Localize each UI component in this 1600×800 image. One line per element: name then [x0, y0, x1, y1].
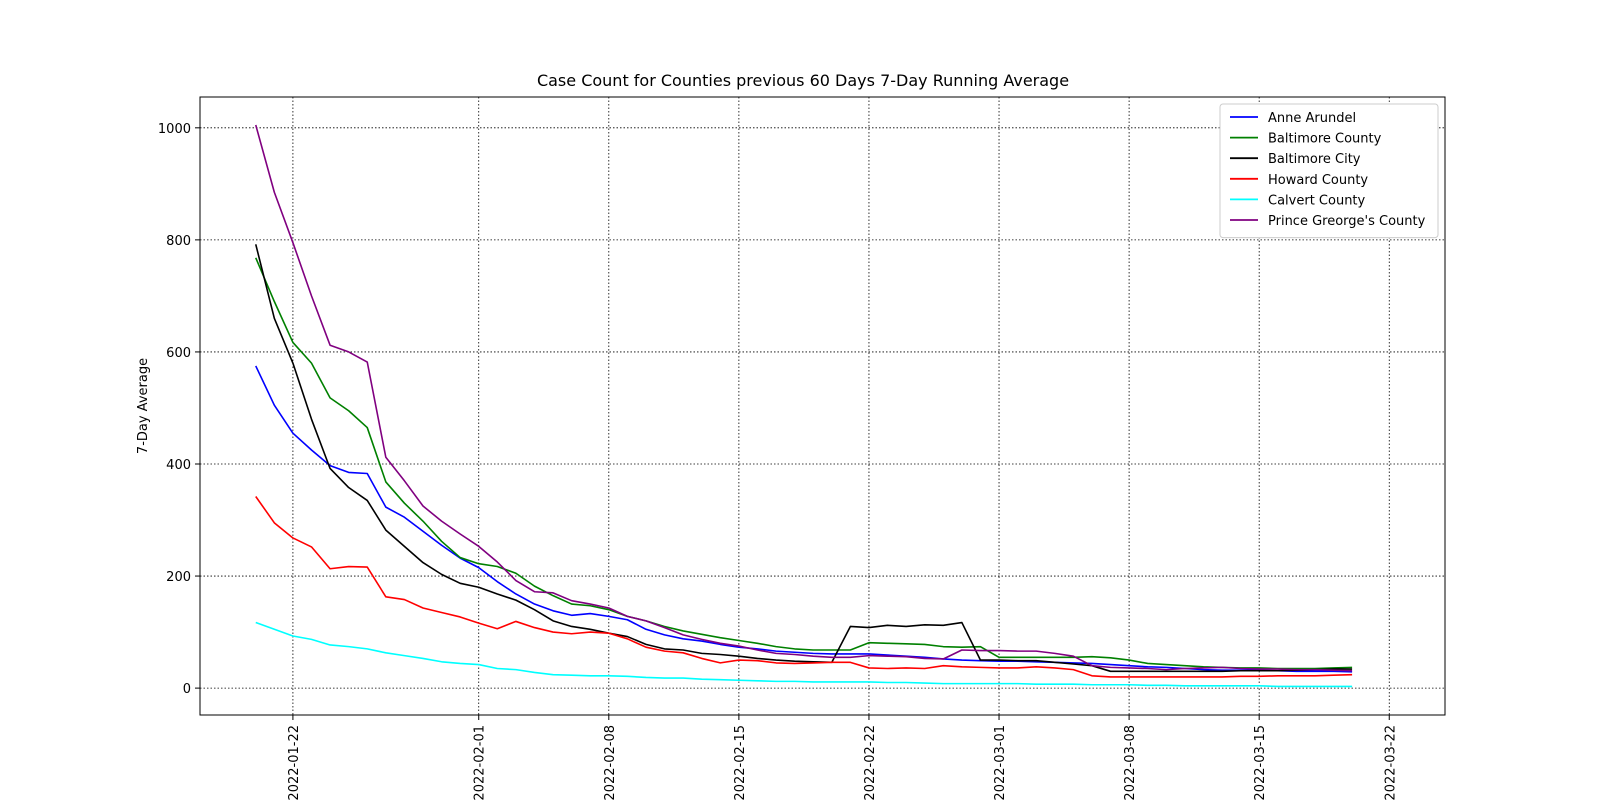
series-line-2 — [254, 244, 1353, 673]
legend-label: Calvert County — [1268, 193, 1366, 208]
x-tick-label: 2022-01-22 — [287, 725, 302, 800]
x-tick-label: 2022-02-15 — [733, 725, 748, 800]
y-tick-label: 600 — [166, 346, 191, 361]
legend-label: Anne Arundel — [1268, 111, 1356, 126]
series-line-5 — [254, 124, 1353, 672]
series-lines — [254, 124, 1353, 688]
legend-label: Prince Greorge's County — [1268, 214, 1426, 229]
y-axis: 0 200 400 600 800 1000 — [158, 122, 200, 697]
x-tick-label: 2022-03-01 — [993, 725, 1008, 800]
series-line-4 — [255, 621, 1353, 688]
x-tick-label: 2022-02-01 — [473, 725, 488, 800]
legend: Anne Arundel Baltimore County Baltimore Ci… — [1219, 103, 1439, 239]
series-line-3 — [255, 496, 1353, 678]
series-line-0 — [255, 365, 1353, 673]
y-tick-label: 800 — [166, 234, 191, 249]
y-tick-label: 200 — [166, 570, 191, 585]
y-tick-label: 1000 — [158, 122, 191, 137]
x-tick-label: 2022-03-22 — [1383, 725, 1398, 800]
plot-area-frame — [199, 96, 1446, 716]
y-axis-label: 7-Day Average — [136, 358, 151, 454]
y-tick-label: 400 — [166, 458, 191, 473]
x-tick-label: 2022-03-15 — [1253, 725, 1268, 800]
x-axis: 2022-01-22 2022-02-01 2022-02-08 2022-02-15… — [287, 715, 1398, 800]
x-tick-label: 2022-03-08 — [1123, 725, 1138, 800]
legend-label: Howard County — [1268, 173, 1368, 188]
chart-title: Case Count for Counties previous 60 Days… — [537, 71, 1069, 90]
legend-label: Baltimore City — [1268, 152, 1361, 167]
legend-label: Baltimore County — [1268, 132, 1382, 147]
x-tick-label: 2022-02-22 — [863, 725, 878, 800]
y-tick-label: 0 — [183, 682, 191, 697]
series-line-1 — [255, 257, 1353, 670]
x-tick-label: 2022-02-08 — [603, 725, 618, 800]
legend-box — [1219, 103, 1439, 239]
